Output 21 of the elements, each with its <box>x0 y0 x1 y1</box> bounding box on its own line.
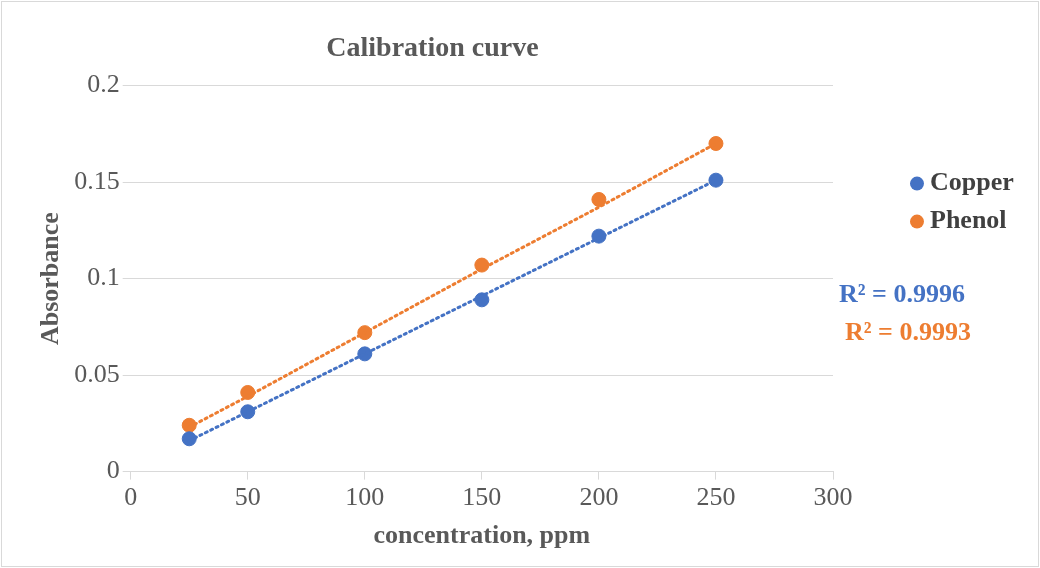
x-tick-label: 300 <box>813 482 853 512</box>
x-tick-label: 50 <box>234 482 261 512</box>
point <box>708 136 724 151</box>
y-tick-label: 0 <box>106 455 120 485</box>
legend-label: Phenol <box>930 205 1007 235</box>
legend-label: Copper <box>930 167 1014 197</box>
y-axis-title: Absorbance <box>35 212 65 346</box>
point <box>591 191 607 207</box>
text: R² = 0.9993 <box>845 317 971 347</box>
x-axis-title: concentration, ppm <box>373 520 591 550</box>
y-tick-label: 0.2 <box>87 69 120 99</box>
chart-title: Calibration curve <box>326 31 539 63</box>
x-tick-label: 200 <box>579 482 619 512</box>
x-tick-label: 100 <box>345 482 385 512</box>
text: R² = 0.9996 <box>839 279 965 309</box>
y-tick-label: 0.05 <box>74 358 120 388</box>
y-tick-label: 0.15 <box>74 165 120 195</box>
x-tick-label: 150 <box>462 482 502 512</box>
y-tick-label: 0.1 <box>87 262 120 292</box>
point <box>708 172 724 188</box>
x-tick-label: 250 <box>696 482 736 512</box>
